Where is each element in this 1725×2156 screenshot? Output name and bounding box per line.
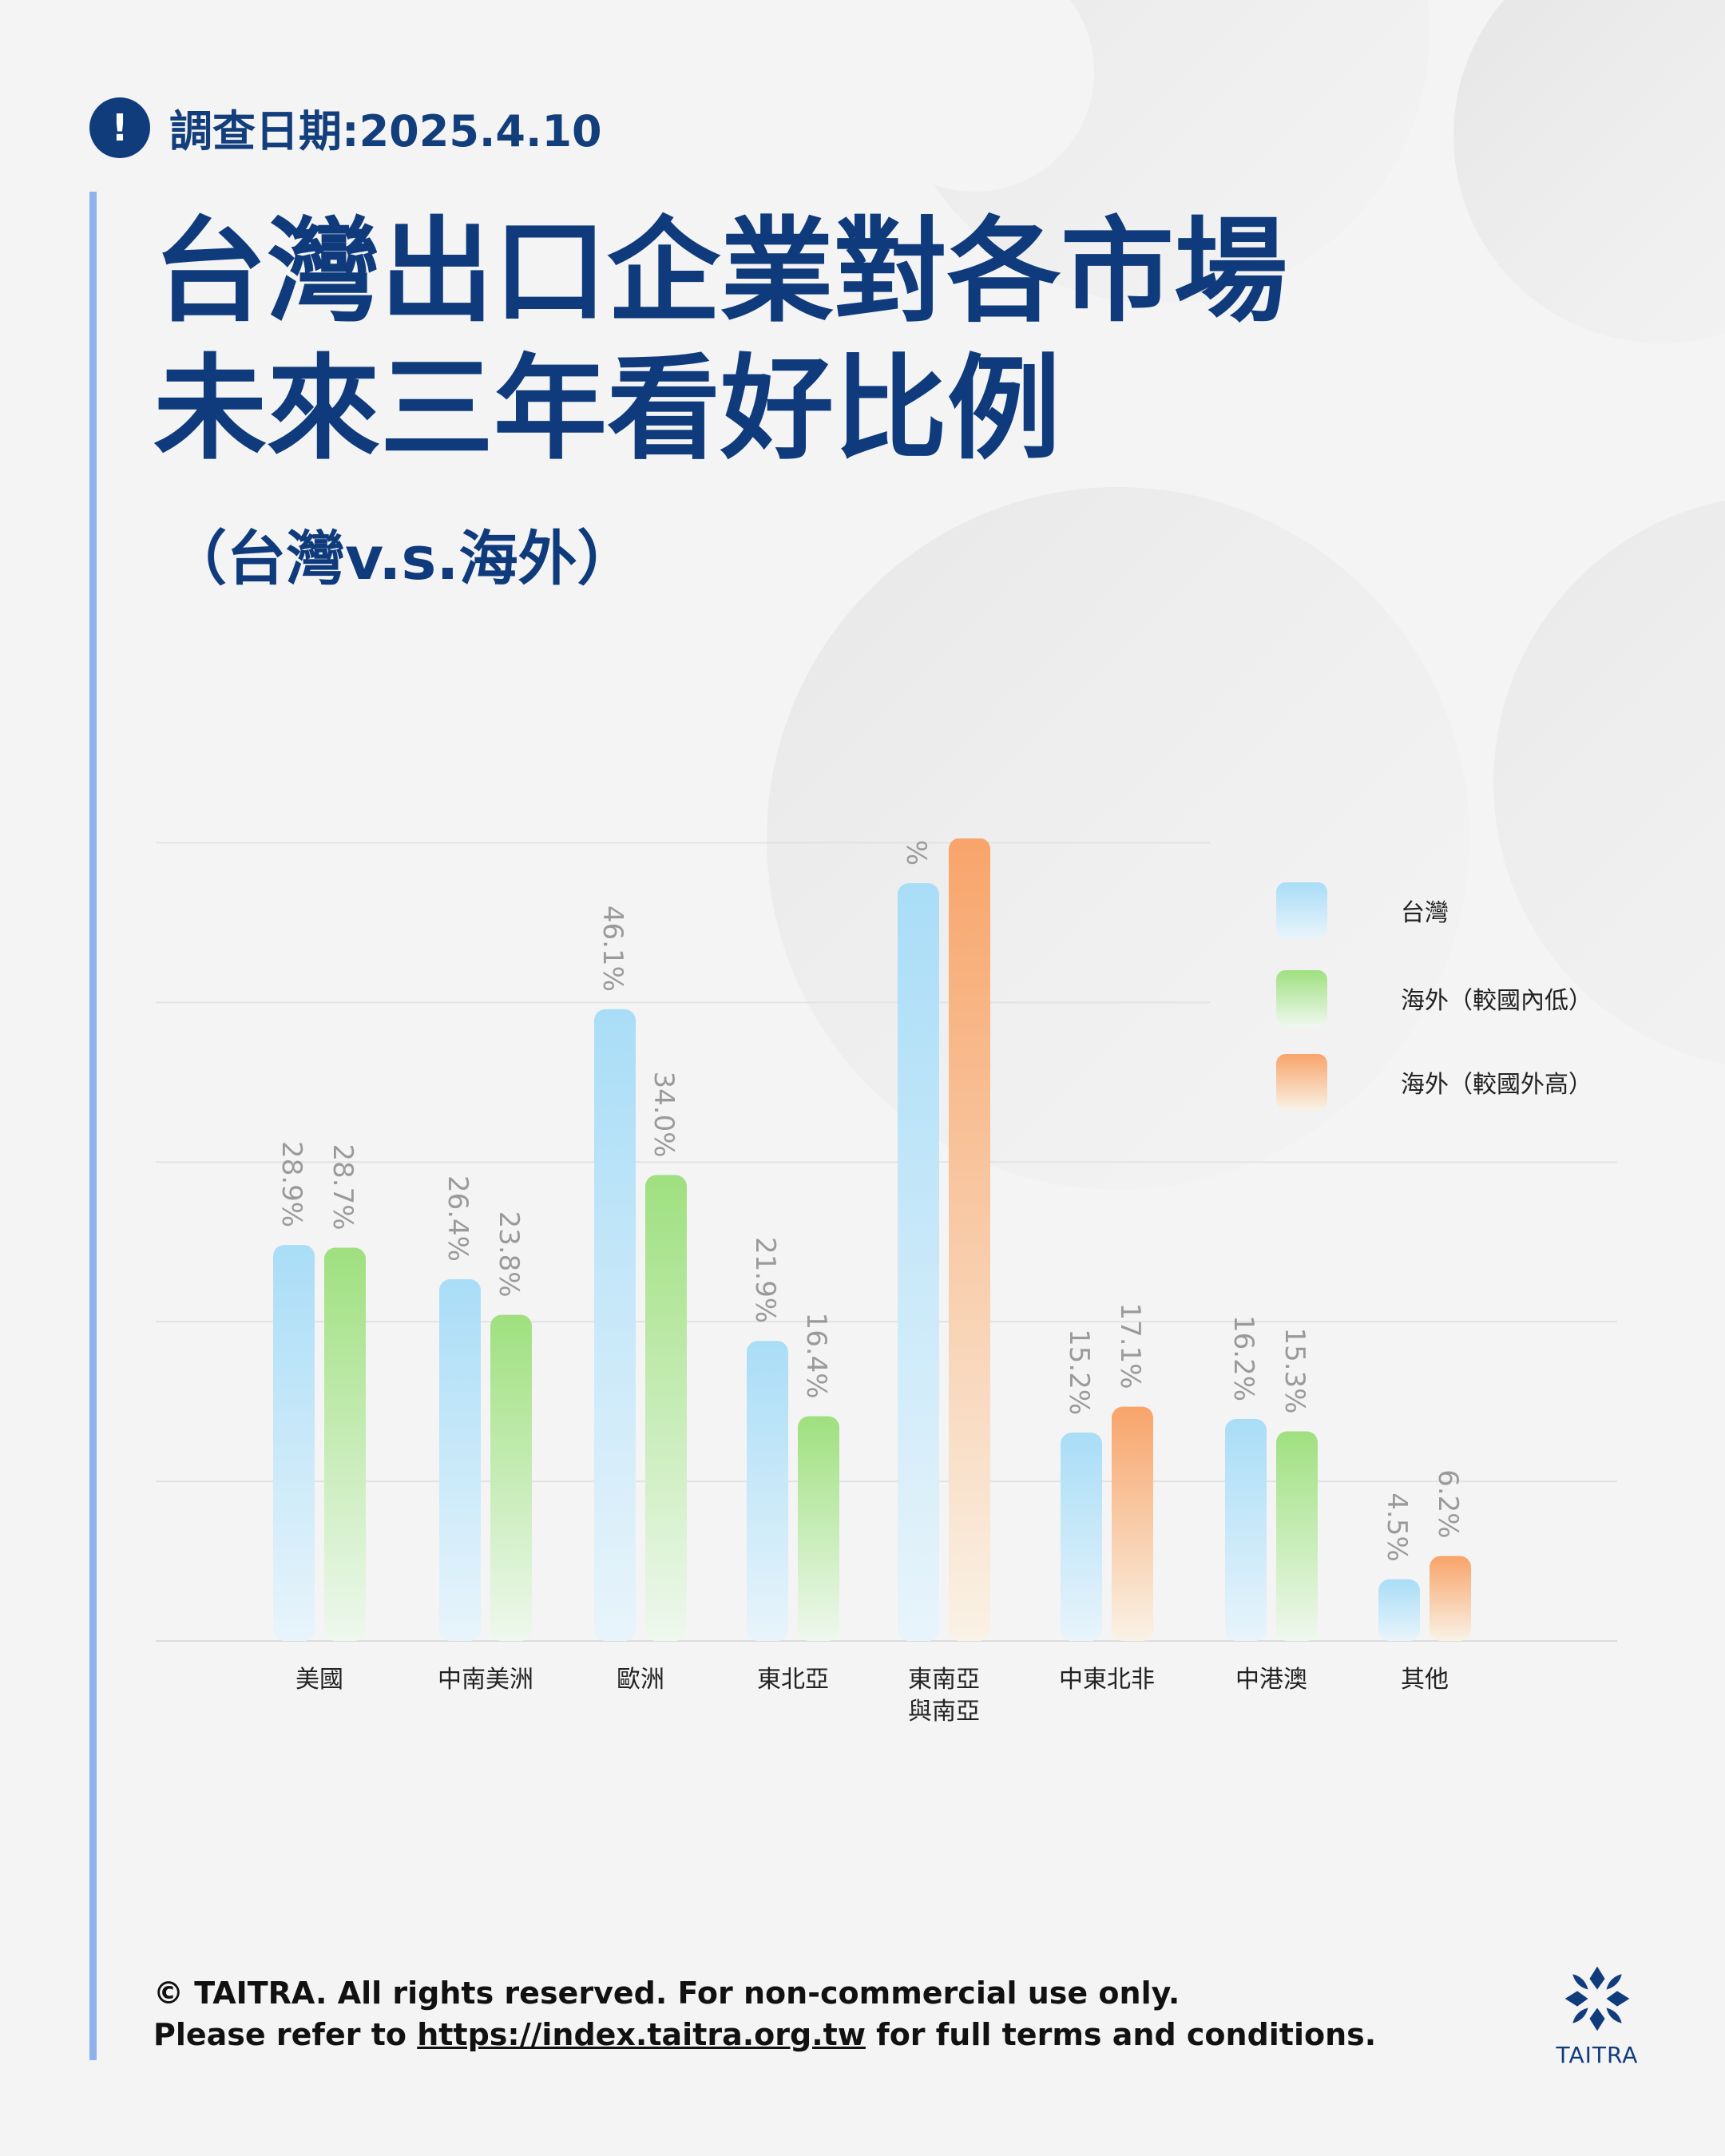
category-label: 東南亞 [908,1666,980,1694]
copyright-line: © TAITRA. All rights reserved. For non-c… [153,1976,1180,2011]
bar-overseas [1276,1431,1318,1641]
bar-value-label: 6.2% [1432,1469,1464,1538]
page-title: 台灣出口企業對各市場 未來三年看好比例 [153,204,1287,478]
title-line-1: 台灣出口企業對各市場 [153,206,1287,338]
bar-taiwan [747,1341,788,1641]
bar-overseas [1430,1556,1471,1641]
terms-line: Please refer to https://index.taitra.org… [153,2014,1376,2055]
terms-suffix: for full terms and conditions. [865,2017,1377,2052]
bar-overseas [949,838,990,1641]
legend-swatch-overseas-high [1276,1054,1327,1110]
bar-overseas [798,1416,839,1641]
bar-value-label: 15.2% [1063,1329,1095,1415]
bar-overseas [1112,1406,1153,1641]
bar-value-label: 4.5% [1381,1492,1413,1561]
category-label: 與南亞 [908,1698,980,1726]
bar-value-label: 55.3% [900,838,932,866]
accent-bar [89,192,97,2060]
bar-value-label: 23.8% [493,1211,525,1298]
legend-label-taiwan: 台灣 [1401,899,1449,927]
category-label: 中南美洲 [438,1666,533,1694]
legend-label-overseas-low: 海外（較國內低） [1401,987,1592,1015]
bar-chart: 28.9% 28.7% 26.4% 23.8% 46.1% 34.0% 21.9% 16.4%… [156,838,1617,1726]
bar-taiwan [898,883,939,1641]
title-line-2: 未來三年看好比例 [153,343,1061,475]
copyright-footer: © TAITRA. All rights reserved. For non-c… [153,1972,1376,2055]
bar-value-label: 21.9% [749,1237,781,1323]
bar-taiwan [1225,1419,1267,1641]
bar-overseas [645,1175,687,1641]
category-label: 歐洲 [617,1666,664,1694]
bar-value-label: 26.4% [442,1175,474,1262]
bar-value-label: 34.0% [648,1072,680,1158]
category-label: 東北亞 [757,1666,829,1694]
bar-value-label: 16.2% [1227,1315,1259,1401]
alert-icon: ! [89,97,150,158]
category-label: 美國 [295,1666,343,1694]
terms-link[interactable]: https://index.taitra.org.tw [417,2017,866,2052]
bar-value-label: 15.3% [1279,1327,1311,1413]
bar-taiwan [1061,1433,1102,1641]
bar-value-label: 28.7% [327,1143,359,1230]
bar-value-label: 17.1% [1114,1303,1146,1389]
bar-taiwan [594,1009,636,1641]
legend-swatch-overseas-low [1276,970,1327,1026]
legend-item-taiwan: 台灣 [1276,878,1449,942]
bar-value-label: 46.1% [597,906,629,992]
survey-date-label: 調查日期:2025.4.10 [169,106,602,157]
terms-prefix: Please refer to [153,2017,418,2052]
category-label: 中東北非 [1059,1666,1155,1694]
legend-item-overseas-low: 海外（較國內低） [1276,966,1592,1030]
legend-item-overseas-high: 海外（較國外高） [1276,1050,1592,1114]
taitra-logo-icon [1564,1966,1630,2031]
bar-taiwan [273,1245,315,1641]
survey-date: ! 調查日期:2025.4.10 [89,96,602,159]
taitra-logo-text: TAITRA [1556,2042,1639,2068]
legend-label-overseas-high: 海外（較國外高） [1401,1071,1592,1099]
bar-value-label: 28.9% [276,1141,307,1227]
taitra-logo: TAITRA [1553,1960,1641,2068]
category-label: 中港澳 [1235,1666,1307,1694]
legend-swatch-taiwan [1276,882,1327,938]
bar-overseas [490,1314,532,1641]
page-subtitle: （台灣v.s.海外） [168,525,636,593]
bar-overseas [324,1247,366,1641]
category-label: 其他 [1401,1666,1449,1694]
bar-taiwan [1378,1579,1420,1641]
bar-taiwan [439,1278,481,1641]
bar-value-label: 16.4% [800,1313,832,1399]
